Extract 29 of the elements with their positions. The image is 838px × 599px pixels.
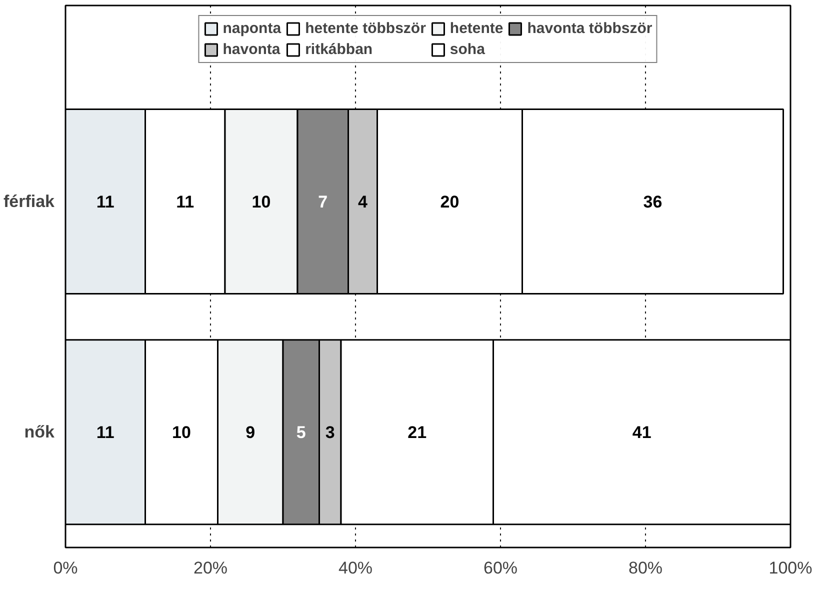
data-label: 3 — [325, 423, 335, 442]
y-tick-label: férfiak — [3, 192, 56, 212]
legend-label: havonta többször — [527, 20, 652, 37]
x-tick-label: 20% — [193, 558, 228, 578]
data-label: 5 — [296, 423, 306, 442]
data-label: 36 — [643, 192, 662, 212]
data-label: 9 — [246, 423, 256, 442]
y-tick-label: nők — [24, 422, 56, 442]
legend-label: naponta — [222, 20, 282, 37]
x-tick-label: 60% — [483, 558, 518, 578]
data-label: 10 — [252, 192, 271, 212]
data-label: 41 — [632, 423, 652, 442]
data-label: 4 — [358, 192, 368, 212]
data-label: 21 — [408, 423, 427, 442]
data-label: 7 — [318, 192, 328, 212]
data-label: 10 — [172, 423, 191, 442]
legend-label: hetente — [450, 20, 504, 37]
legend-label: soha — [450, 41, 485, 58]
data-label: 20 — [440, 192, 460, 212]
x-tick-label: 80% — [628, 558, 663, 578]
x-tick-label: 40% — [338, 558, 373, 578]
data-label: 11 — [96, 192, 114, 212]
legend-label: ritkábban — [305, 41, 373, 58]
legend-label: hetente többször — [305, 20, 426, 37]
x-tick-label: 100% — [768, 558, 812, 578]
legend-label: havonta — [222, 41, 280, 58]
data-label: 11 — [96, 423, 114, 442]
data-label: 11 — [176, 192, 194, 212]
x-tick-label: 0% — [53, 558, 78, 578]
